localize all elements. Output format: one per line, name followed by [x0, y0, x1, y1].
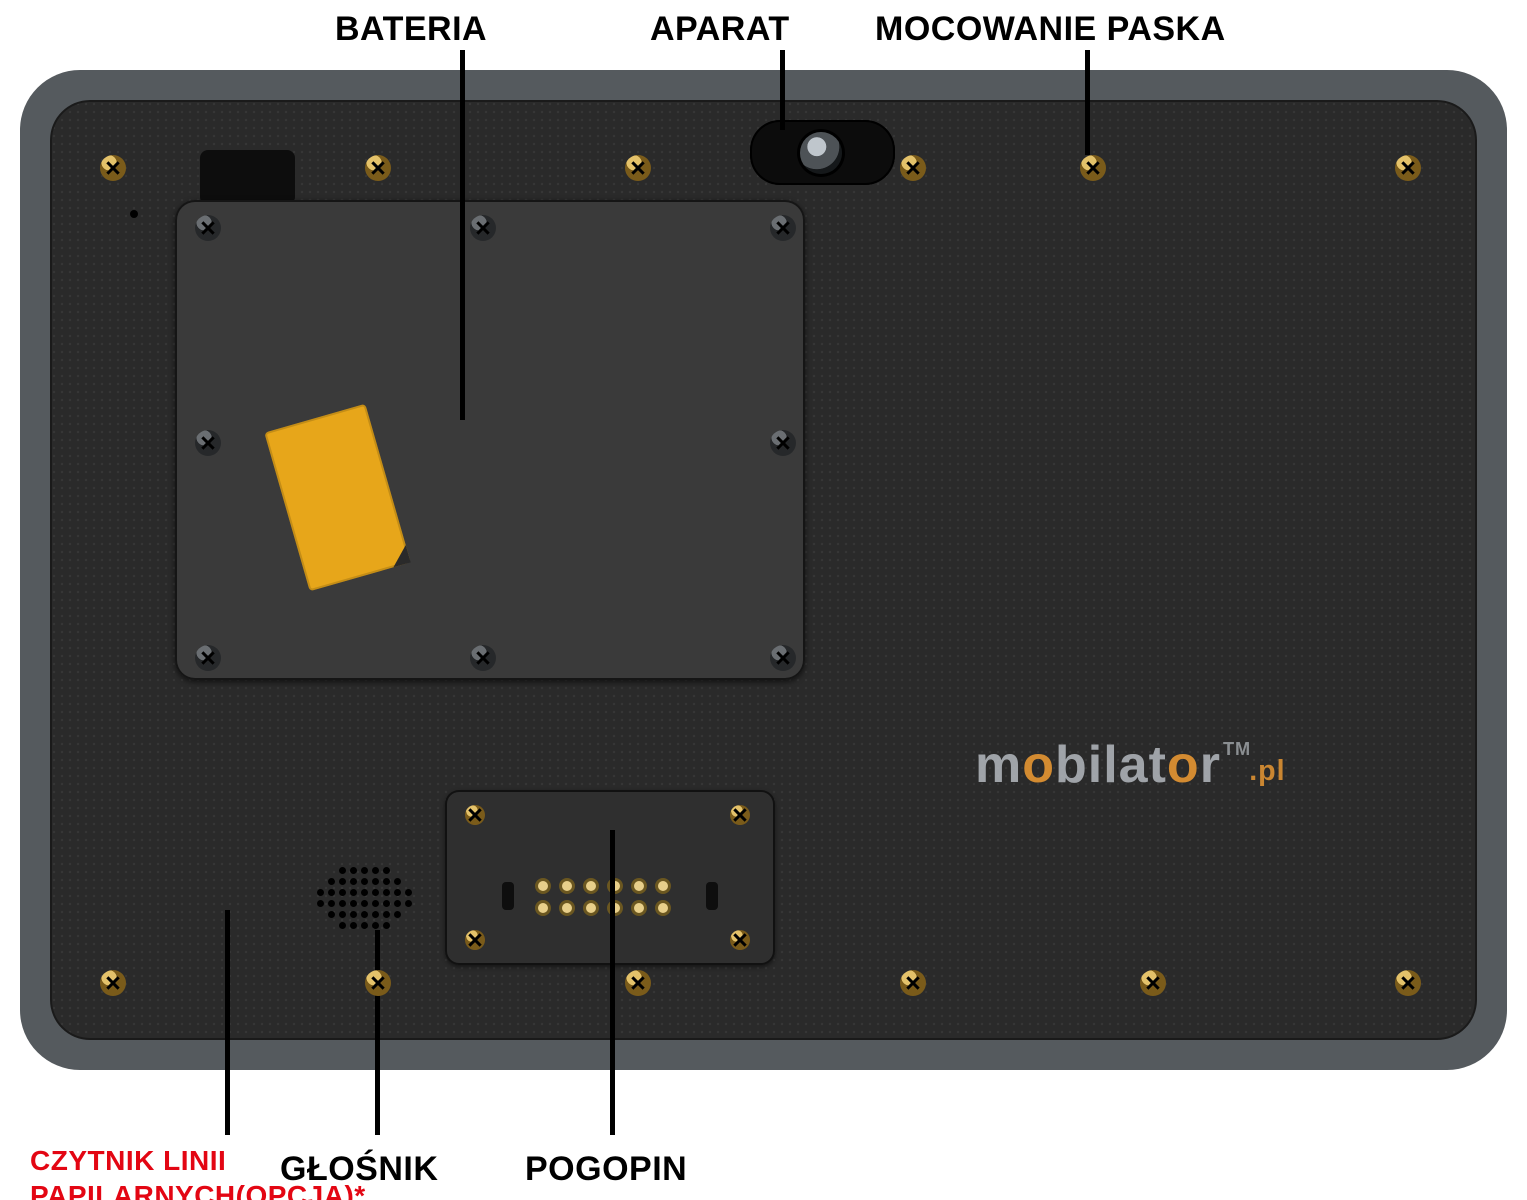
- screw-icon: [195, 215, 221, 241]
- screw-brass-icon: [900, 970, 926, 996]
- pogo-pin-icon: [655, 878, 671, 894]
- screw-brass-icon: [100, 970, 126, 996]
- watermark-tm: TM: [1223, 739, 1251, 759]
- leader-pogopin: [610, 830, 615, 1135]
- pogo-pin-icon: [535, 878, 551, 894]
- pogo-pin-icon: [535, 900, 551, 916]
- label-camera: APARAT: [650, 10, 790, 49]
- screw-brass-icon: [100, 155, 126, 181]
- pogo-pin-icon: [583, 900, 599, 916]
- screw-icon: [770, 430, 796, 456]
- label-pogopin: POGOPIN: [525, 1150, 687, 1189]
- pogo-pins: [535, 878, 671, 916]
- speaker-grille-icon: [315, 865, 414, 931]
- leader-speaker: [375, 930, 380, 1135]
- pogo-pin-icon: [559, 900, 575, 916]
- label-fingerprint-line1: CZYTNIK LINII: [30, 1145, 226, 1177]
- screw-brass-icon: [730, 805, 750, 825]
- leader-battery: [460, 50, 465, 420]
- watermark-logo: mobilatorTM.pl: [975, 735, 1286, 795]
- pogo-slot-icon: [502, 882, 514, 910]
- pogo-pin-icon: [631, 878, 647, 894]
- screw-brass-icon: [1080, 155, 1106, 181]
- screw-brass-icon: [465, 930, 485, 950]
- watermark-seg: r: [1200, 736, 1221, 794]
- mic-hole-icon: [130, 210, 138, 218]
- leader-strap-mount: [1085, 50, 1090, 155]
- screw-brass-icon: [730, 930, 750, 950]
- screw-icon: [470, 215, 496, 241]
- leader-fingerprint: [225, 910, 230, 1135]
- screw-icon: [195, 645, 221, 671]
- watermark-seg: m: [975, 736, 1022, 794]
- screw-brass-icon: [625, 155, 651, 181]
- screw-icon: [195, 430, 221, 456]
- screw-brass-icon: [1395, 155, 1421, 181]
- leader-camera: [780, 50, 785, 130]
- screw-brass-icon: [900, 155, 926, 181]
- pogo-slot-icon: [706, 882, 718, 910]
- pogo-pin-icon: [655, 900, 671, 916]
- watermark-seg: o: [1167, 736, 1200, 794]
- screw-brass-icon: [625, 970, 651, 996]
- screw-icon: [470, 645, 496, 671]
- label-fingerprint-line2: PAPILARNYCH(OPCJA)*: [30, 1180, 366, 1200]
- pogo-pin-icon: [559, 878, 575, 894]
- screw-brass-icon: [1395, 970, 1421, 996]
- screw-brass-icon: [365, 155, 391, 181]
- screw-brass-icon: [365, 970, 391, 996]
- battery-lift-tab: [200, 150, 295, 205]
- screw-brass-icon: [465, 805, 485, 825]
- watermark-suffix: .pl: [1249, 755, 1285, 787]
- diagram-stage: mobilatorTM.pl BATERIA APARAT MOCOWANIE …: [0, 0, 1527, 1200]
- label-strap-mount: MOCOWANIE PASKA: [875, 10, 1226, 49]
- screw-icon: [770, 215, 796, 241]
- watermark-seg: o: [1022, 736, 1055, 794]
- pogo-pin-icon: [631, 900, 647, 916]
- screw-icon: [770, 645, 796, 671]
- screw-brass-icon: [1140, 970, 1166, 996]
- label-battery: BATERIA: [335, 10, 487, 49]
- watermark-seg: bilat: [1055, 736, 1167, 794]
- pogo-pin-icon: [583, 878, 599, 894]
- camera-lens-icon: [800, 132, 842, 174]
